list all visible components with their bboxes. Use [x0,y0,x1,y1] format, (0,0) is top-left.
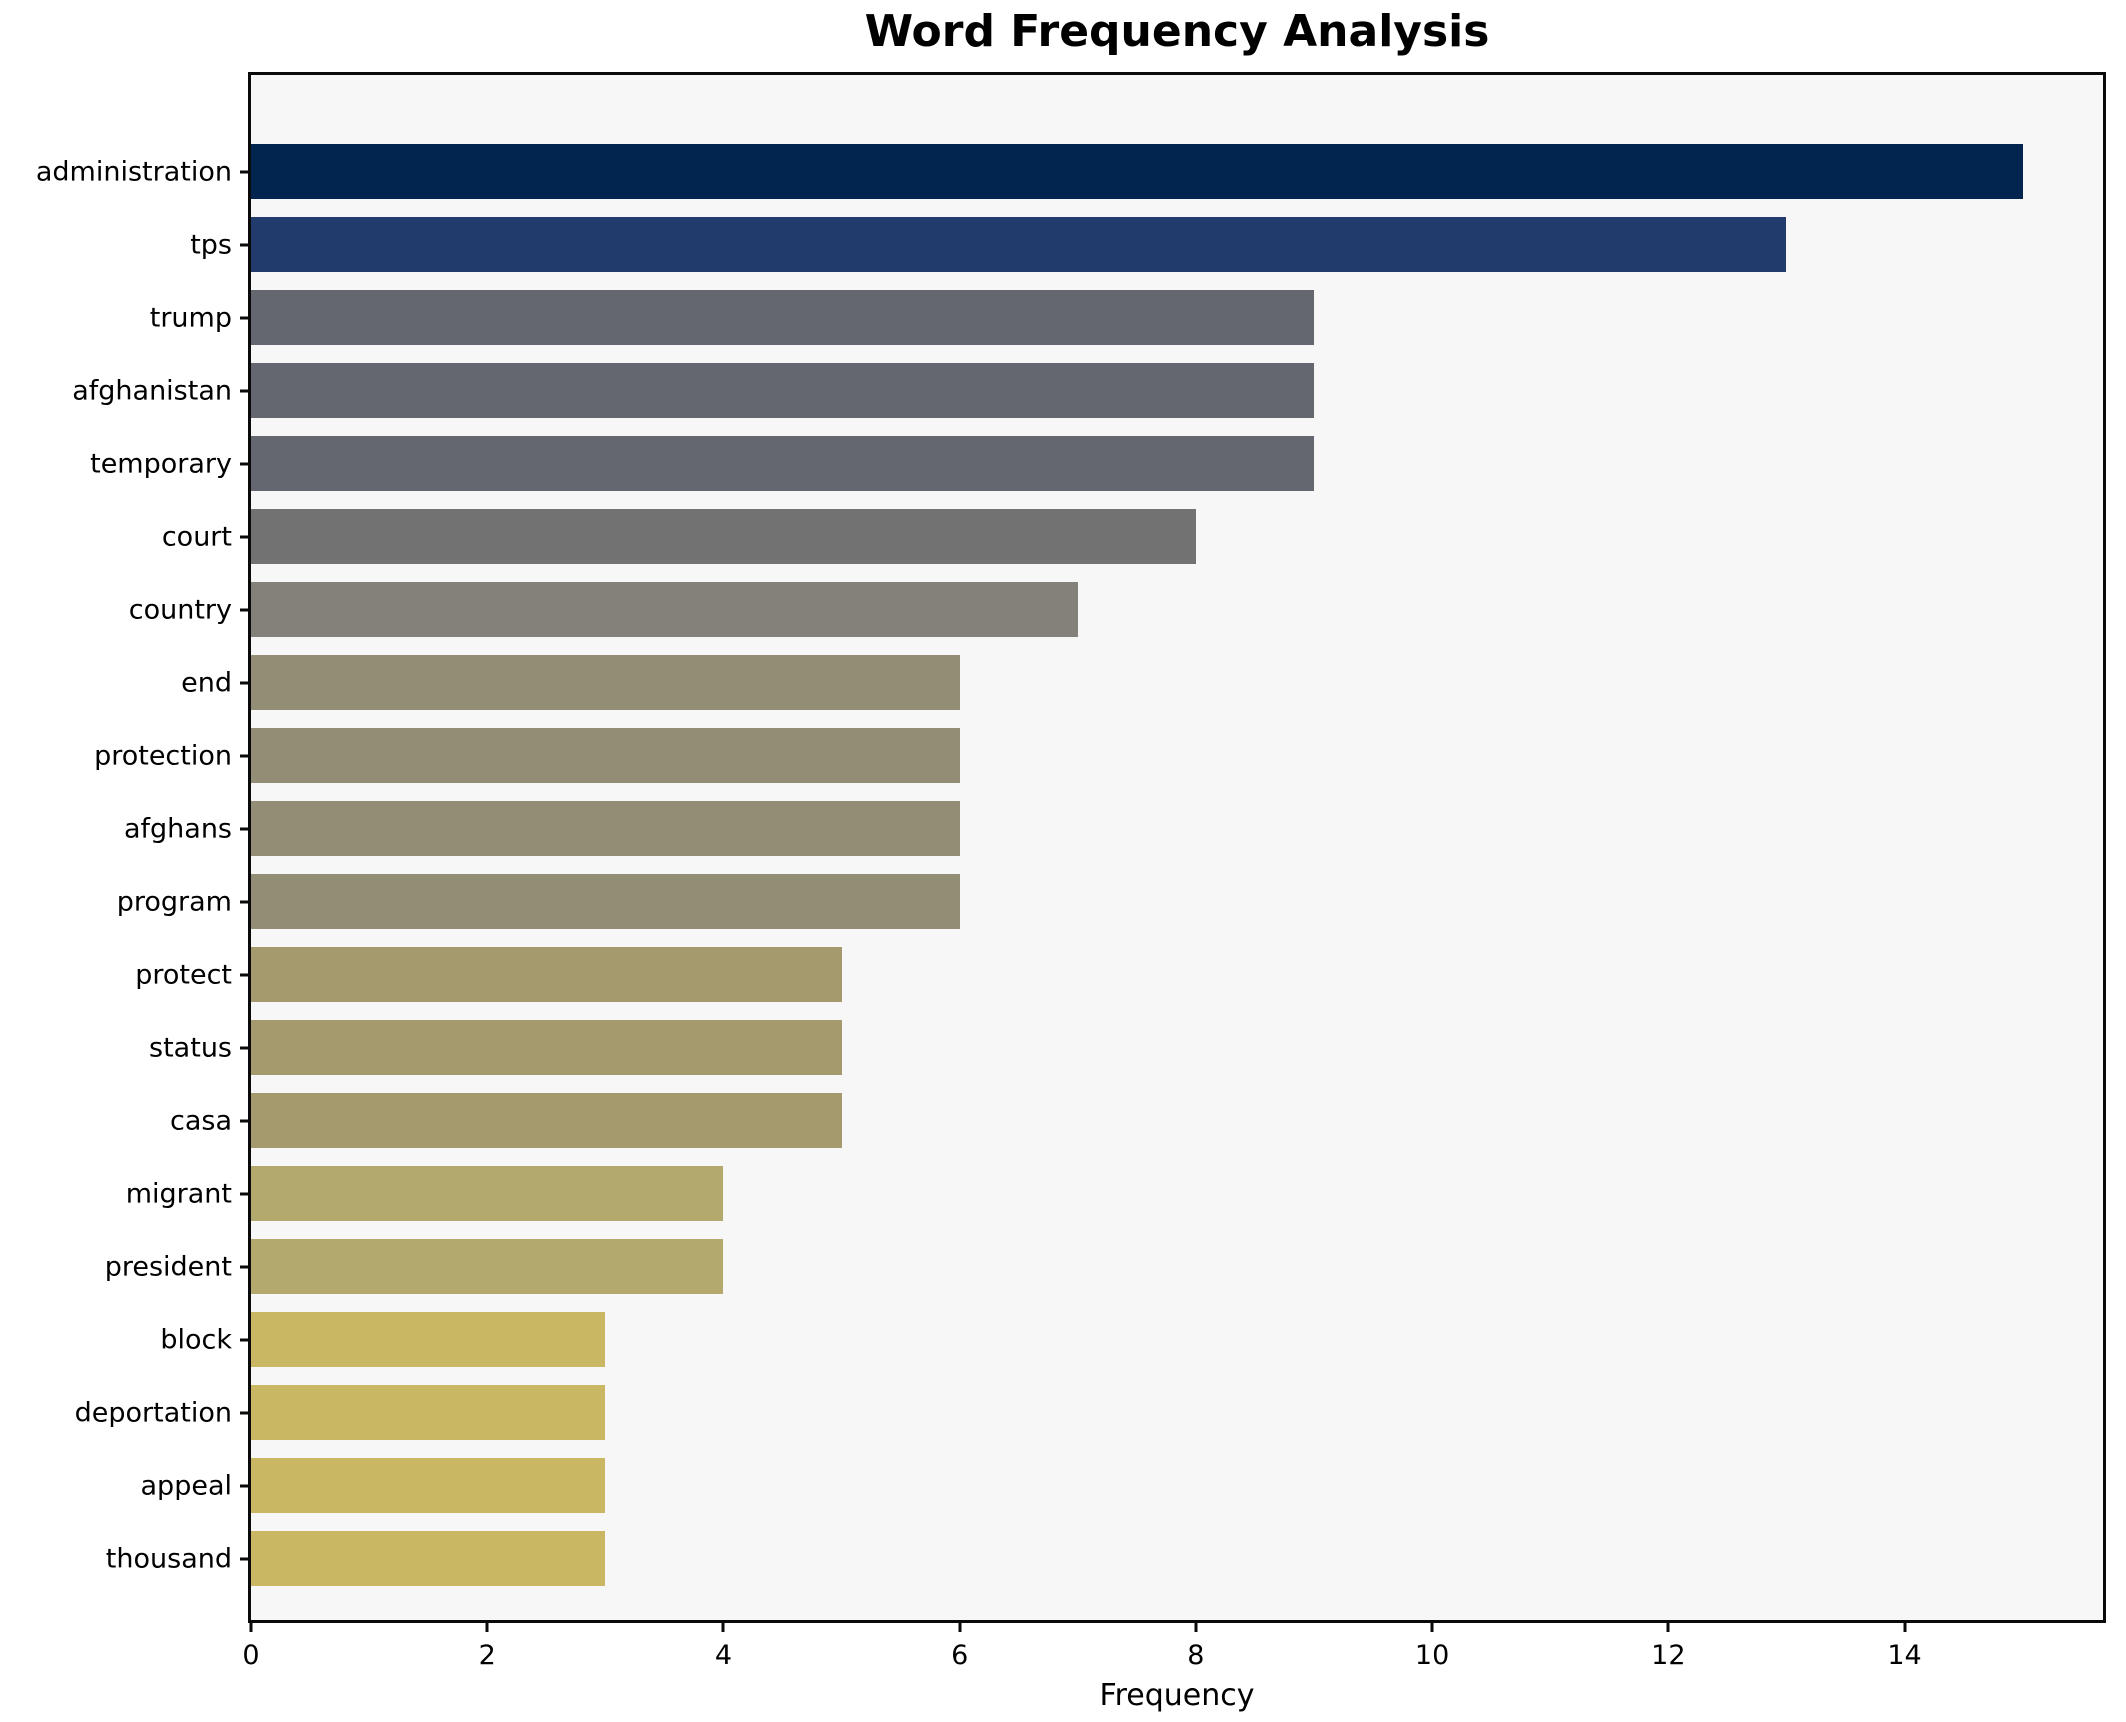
bar-trump [251,290,1314,345]
x-tick-label-8: 8 [1187,1640,1205,1671]
y-tick-mark [240,1338,251,1341]
x-tick-mark [1666,1620,1670,1632]
y-tick-mark [240,1484,251,1487]
bar-casa [251,1093,842,1148]
bar-afghans [251,801,960,856]
y-tick-label-migrant: migrant [125,1178,232,1209]
x-tick-label-4: 4 [714,1640,733,1671]
y-tick-mark [240,462,251,465]
y-tick-mark [240,1046,251,1049]
x-tick-label-0: 0 [242,1640,260,1671]
y-tick-mark [240,608,251,611]
y-tick-label-program: program [116,886,232,917]
y-tick-mark [240,900,251,903]
bar-program [251,874,960,929]
bar-administration [251,144,2023,199]
x-tick-mark [958,1620,962,1632]
bar-migrant [251,1166,724,1221]
y-tick-label-deportation: deportation [74,1397,232,1428]
x-tick-label-14: 14 [1887,1640,1922,1671]
bar-deportation [251,1385,606,1440]
y-tick-mark [240,1192,251,1195]
y-tick-mark [240,389,251,392]
bar-status [251,1020,842,1075]
y-tick-label-block: block [160,1324,232,1355]
y-tick-mark [240,1265,251,1268]
y-tick-mark [240,535,251,538]
x-tick-mark [721,1620,725,1632]
y-tick-mark [240,1119,251,1122]
y-tick-label-trump: trump [149,302,232,333]
bar-court [251,509,1196,564]
x-tick-label-12: 12 [1651,1640,1686,1671]
bar-president [251,1239,724,1294]
x-tick-mark [1430,1620,1434,1632]
y-tick-mark [240,1411,251,1414]
x-tick-mark [1903,1620,1907,1632]
plot-area: administration tps trump afghanistan tempora… [36,72,2106,1671]
chart-title: Word Frequency Analysis [864,6,1490,57]
bar-protection [251,728,960,783]
y-tick-label-country: country [128,594,232,625]
y-tick-mark [240,243,251,246]
x-tick-label-10: 10 [1414,1640,1450,1671]
y-tick-label-administration: administration [35,156,232,187]
y-tick-mark [240,827,251,830]
x-tick-label-6: 6 [951,1640,969,1671]
bar-afghanistan [251,363,1314,418]
bar-block [251,1312,606,1367]
y-tick-label-protect: protect [135,959,232,990]
bar-appeal [251,1458,606,1513]
y-tick-label-tps: tps [190,229,232,260]
x-tick-mark [485,1620,489,1632]
y-tick-mark [240,316,251,319]
bar-thousand [251,1531,606,1586]
y-tick-mark [240,973,251,976]
y-tick-mark [240,754,251,757]
bar-country [251,582,1078,637]
y-tick-label-president: president [104,1251,232,1282]
y-tick-label-court: court [161,521,232,552]
y-tick-mark [240,1557,251,1560]
x-tick-mark [249,1620,253,1632]
y-tick-label-status: status [149,1032,232,1063]
y-tick-label-appeal: appeal [140,1470,232,1501]
y-tick-label-casa: casa [169,1105,232,1136]
bar-temporary [251,436,1314,491]
bar-protect [251,947,842,1002]
y-tick-label-afghanistan: afghanistan [72,375,232,406]
y-tick-label-thousand: thousand [105,1543,232,1574]
bar-end [251,655,960,710]
y-tick-label-afghans: afghans [123,813,232,844]
x-tick-mark [1194,1620,1198,1632]
y-tick-mark [240,170,251,173]
bar-tps [251,217,1787,272]
x-axis-label: Frequency [1099,1678,1255,1713]
y-tick-label-protection: protection [94,740,232,771]
y-tick-mark [240,681,251,684]
y-tick-label-end: end [181,667,232,698]
y-tick-label-temporary: temporary [90,448,232,479]
x-tick-label-2: 2 [478,1640,496,1671]
